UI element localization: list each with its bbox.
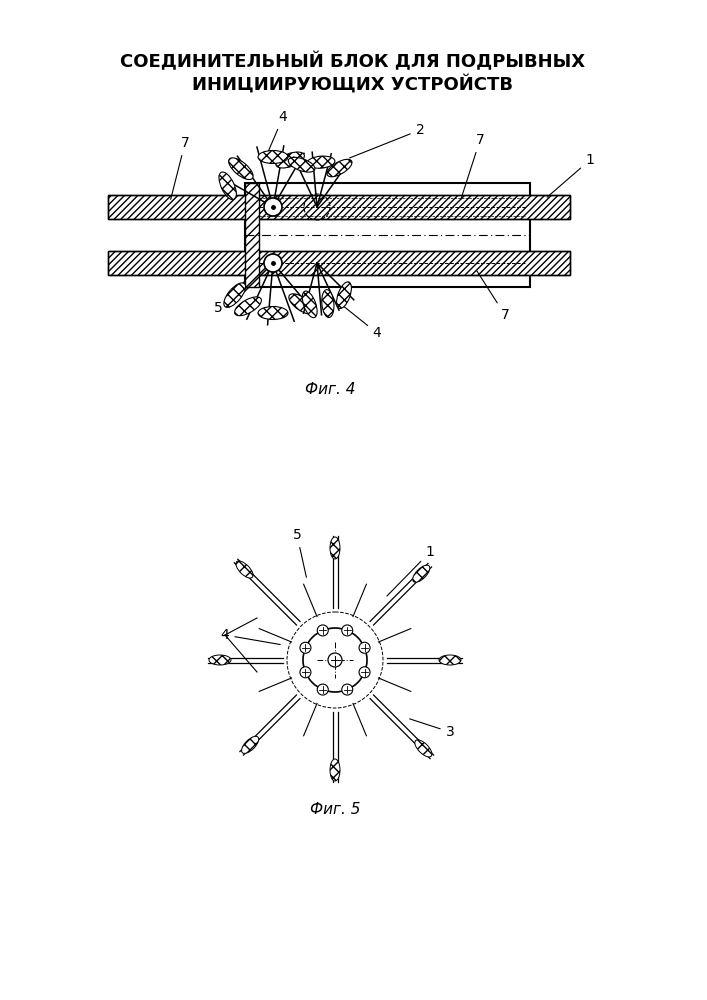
Bar [108,195,570,219]
Ellipse shape [327,159,352,177]
Ellipse shape [288,157,315,172]
Circle shape [317,625,328,636]
Text: 1: 1 [387,545,434,596]
Text: 7: 7 [170,136,189,199]
Circle shape [359,642,370,653]
Circle shape [341,684,353,695]
Text: ИНИЦИИРУЮЩИХ УСТРОЙСТВ: ИНИЦИИРУЮЩИХ УСТРОЙСТВ [192,75,513,93]
Circle shape [264,254,282,272]
Ellipse shape [413,565,430,582]
Ellipse shape [242,736,259,753]
Bar [245,183,530,287]
Ellipse shape [224,283,245,307]
Circle shape [300,642,311,653]
Circle shape [317,684,328,695]
Text: 4: 4 [221,628,280,645]
Text: 4: 4 [339,303,381,340]
Text: СОЕДИНИТЕЛЬНЫЙ БЛОК ДЛЯ ПОДРЫВНЫХ: СОЕДИНИТЕЛЬНЫЙ БЛОК ДЛЯ ПОДРЫВНЫХ [120,52,585,72]
Text: 7: 7 [461,133,484,199]
Ellipse shape [258,306,288,320]
Ellipse shape [276,152,305,168]
Text: Фиг. 5: Фиг. 5 [310,802,361,818]
Text: Фиг. 4: Фиг. 4 [305,382,355,397]
Bar [245,183,259,287]
Ellipse shape [415,740,432,757]
Text: 1: 1 [547,153,595,197]
Ellipse shape [209,655,231,665]
Bar [108,251,570,275]
Ellipse shape [289,294,315,314]
Ellipse shape [228,158,253,180]
Ellipse shape [219,172,236,200]
Text: 5: 5 [293,528,306,577]
Circle shape [303,628,367,692]
Ellipse shape [330,759,340,781]
Ellipse shape [322,290,334,318]
Text: 7: 7 [477,270,509,322]
Ellipse shape [235,297,262,316]
Circle shape [264,198,282,216]
Circle shape [359,667,370,678]
Ellipse shape [439,655,461,665]
Bar [108,251,570,275]
Ellipse shape [258,150,288,163]
Ellipse shape [337,282,351,308]
Circle shape [300,667,311,678]
Text: 2: 2 [349,123,424,158]
Ellipse shape [330,537,340,559]
Bar [108,195,570,219]
Ellipse shape [236,561,253,578]
Ellipse shape [307,156,335,168]
Circle shape [328,653,342,667]
Text: 5: 5 [214,270,256,315]
Text: 3: 3 [409,719,455,739]
Ellipse shape [303,291,317,318]
Circle shape [341,625,353,636]
Text: 4: 4 [266,110,287,156]
